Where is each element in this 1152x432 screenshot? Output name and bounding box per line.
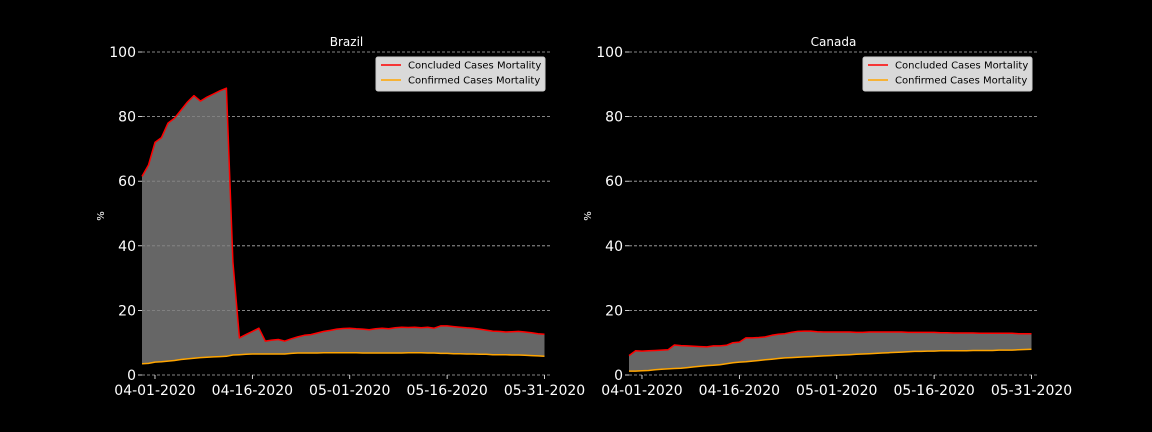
area-fill [142, 88, 545, 364]
series-lines [628, 330, 1032, 372]
y-ticks: 0 20 40 60 80 100 [596, 45, 629, 384]
x-tick-label: 05-01-2020 [796, 383, 877, 399]
legend-label: Confirmed Cases Mortality [895, 76, 1027, 87]
x-tick-label: 04-16-2020 [212, 383, 293, 399]
gridlines [142, 51, 551, 376]
y-tick-label: 100 [596, 45, 623, 61]
legend: Concluded Cases Mortality Confirmed Case… [375, 56, 546, 92]
legend-box [862, 56, 1033, 92]
legend-label: Concluded Cases Mortality [895, 61, 1028, 72]
x-tick-label: 04-01-2020 [114, 383, 195, 399]
panel-title: Brazil [330, 35, 364, 49]
y-tick-label: 80 [605, 110, 623, 126]
legend-label: Confirmed Cases Mortality [408, 76, 540, 87]
y-tick-label: 100 [109, 45, 136, 61]
y-ticks: 0 20 40 60 80 100 [109, 45, 142, 384]
legend: Concluded Cases Mortality Confirmed Case… [862, 56, 1033, 92]
legend-label: Concluded Cases Mortality [408, 61, 541, 72]
x-tick-label: 05-16-2020 [893, 383, 974, 399]
series-line [141, 87, 545, 342]
x-tick-label: 05-31-2020 [991, 383, 1072, 399]
series-line [141, 351, 545, 365]
panel-canada: Canada % 0 20 40 60 80 100 04-01-2020 04-16-20… [583, 35, 1072, 399]
y-tick-label: 40 [605, 239, 623, 255]
area-fill [629, 331, 1032, 372]
x-ticks: 04-01-2020 04-16-2020 05-01-2020 05-16-2020… [114, 375, 585, 399]
x-tick-label: 05-31-2020 [504, 383, 585, 399]
x-tick-label: 04-01-2020 [601, 383, 682, 399]
series-line [628, 330, 1032, 357]
y-tick-label: 0 [614, 368, 623, 384]
x-tick-label: 05-16-2020 [406, 383, 487, 399]
legend-box [375, 56, 546, 92]
x-tick-label: 04-16-2020 [699, 383, 780, 399]
y-tick-label: 40 [118, 239, 136, 255]
gridlines [629, 51, 1038, 376]
y-tick-label: 20 [605, 303, 623, 319]
panel-brazil: Brazil % 0 20 40 60 80 100 04-01-2020 04-16-20… [96, 35, 585, 399]
y-tick-label: 80 [118, 110, 136, 126]
y-axis-label: % [583, 211, 594, 221]
panel-title: Canada [811, 35, 857, 49]
y-axis-label: % [96, 211, 107, 221]
fill-between-area [142, 88, 545, 364]
series-lines [141, 87, 545, 365]
y-tick-label: 0 [127, 368, 136, 384]
x-ticks: 04-01-2020 04-16-2020 05-01-2020 05-16-2020… [601, 375, 1072, 399]
y-tick-label: 60 [605, 174, 623, 190]
y-tick-label: 20 [118, 303, 136, 319]
series-line [629, 348, 1032, 372]
y-tick-label: 60 [118, 174, 136, 190]
x-tick-label: 05-01-2020 [309, 383, 390, 399]
fill-between-area [629, 331, 1032, 372]
